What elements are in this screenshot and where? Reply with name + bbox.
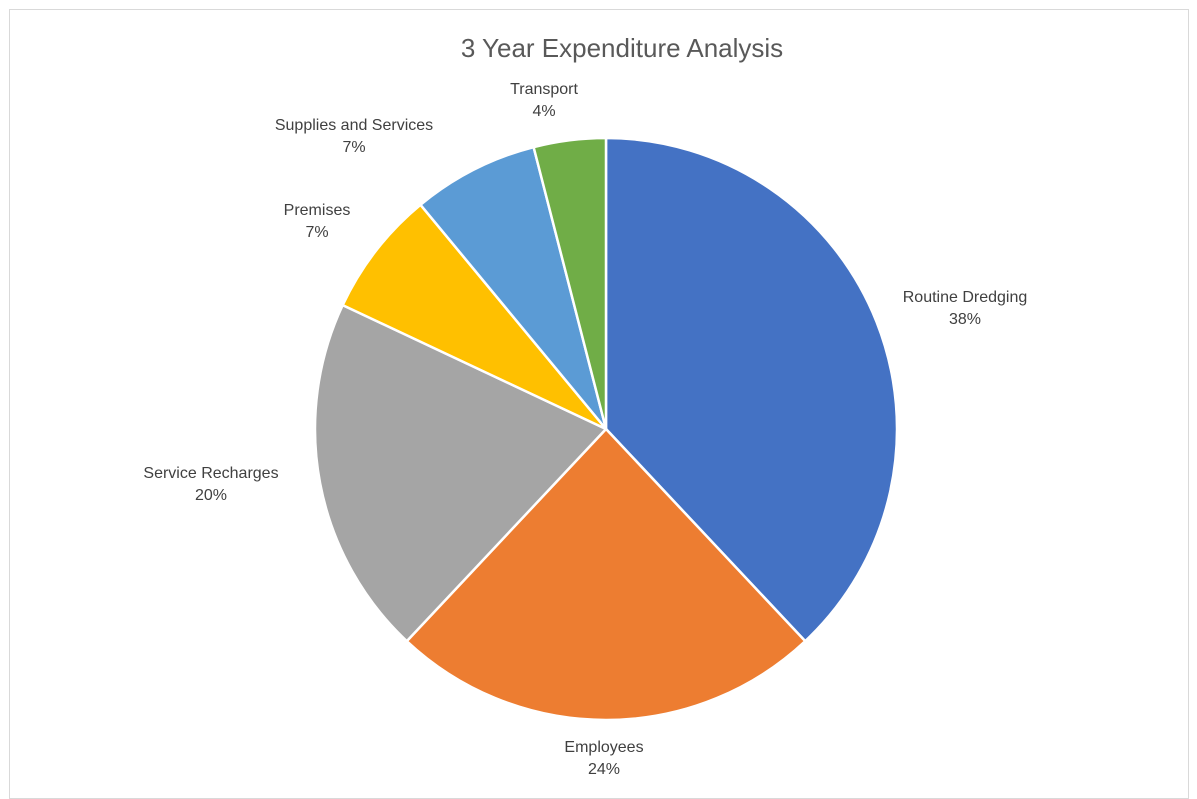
data-label-category-employees: Employees	[564, 739, 643, 756]
pie-chart: 3 Year Expenditure Analysis Routine Dred…	[143, 33, 1027, 778]
data-label-percent-supplies-and-services: 7%	[342, 139, 365, 156]
data-label-percent-premises: 7%	[305, 224, 328, 241]
data-label-category-premises: Premises	[284, 202, 351, 219]
data-label-percent-routine-dredging: 38%	[949, 311, 981, 328]
pie-slice-transport	[532, 136, 608, 431]
data-labels: Routine Dredging 38% Employees 24% Service R…	[143, 81, 1027, 778]
data-label-percent-service-recharges: 20%	[195, 487, 227, 504]
data-label-category-service-recharges: Service Recharges	[143, 465, 278, 482]
pie-slice-routine-dredging	[604, 136, 899, 643]
data-label-percent-transport: 4%	[532, 103, 555, 120]
pie-slice-service-recharges	[313, 303, 608, 643]
data-label-category-supplies-and-services: Supplies and Services	[275, 117, 433, 134]
data-label-percent-employees: 24%	[588, 761, 620, 778]
pie-slice-premises	[341, 203, 608, 431]
data-label-category-transport: Transport	[510, 81, 578, 98]
pie-slices	[313, 136, 899, 722]
pie-slice-employees	[405, 427, 807, 722]
chart-title: 3 Year Expenditure Analysis	[461, 33, 783, 63]
data-label-category-routine-dredging: Routine Dredging	[903, 289, 1028, 306]
pie-slice-supplies-and-services	[419, 145, 608, 431]
